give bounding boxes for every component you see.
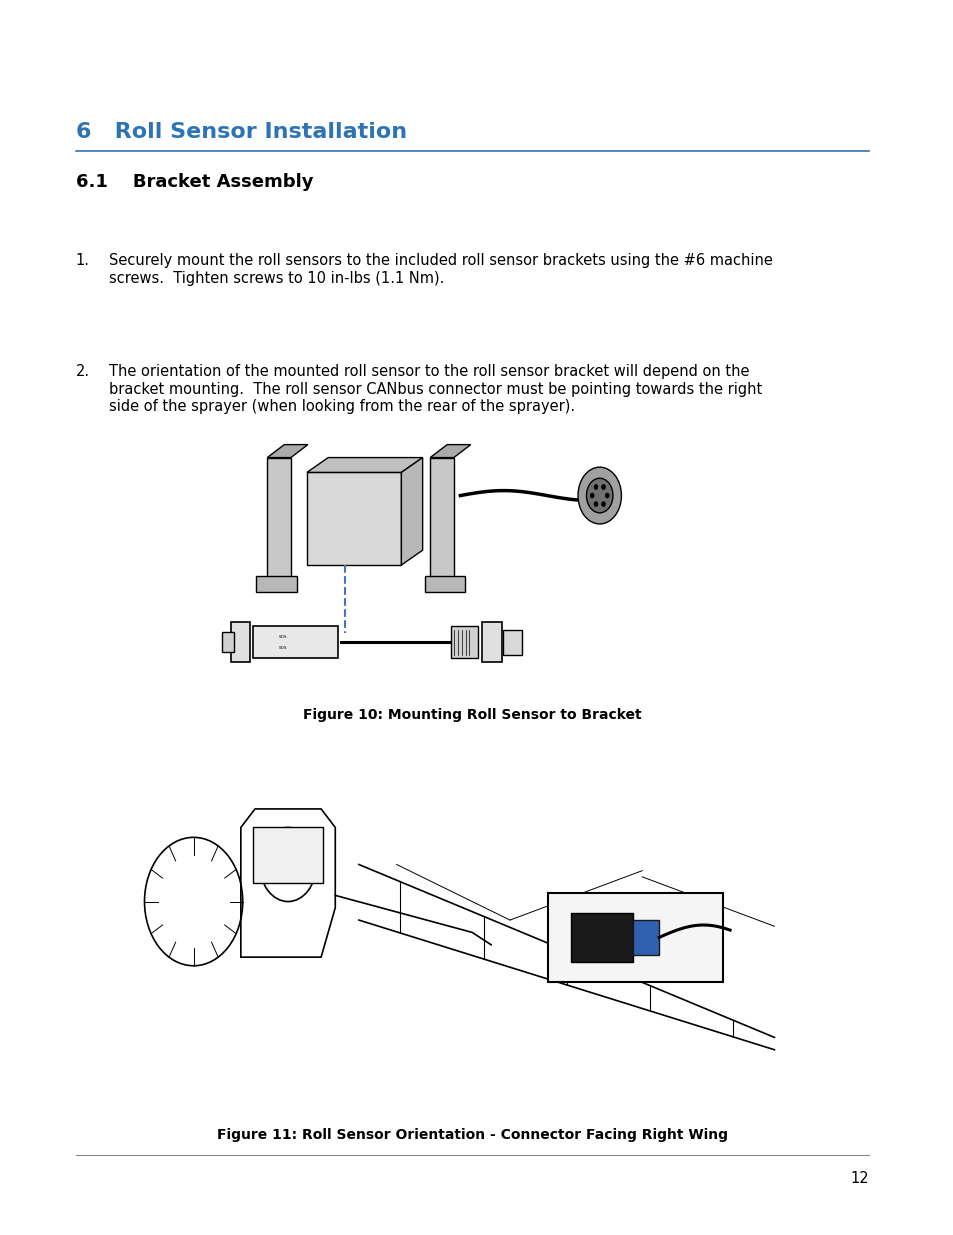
Bar bbox=[430, 457, 454, 579]
Bar bbox=[255, 576, 296, 592]
Polygon shape bbox=[307, 457, 422, 472]
Circle shape bbox=[601, 484, 605, 489]
Text: The orientation of the mounted roll sensor to the roll sensor bracket will depen: The orientation of the mounted roll sens… bbox=[109, 364, 761, 414]
Text: Figure 10: Mounting Roll Sensor to Bracket: Figure 10: Mounting Roll Sensor to Brack… bbox=[303, 709, 640, 722]
Bar bbox=[222, 632, 234, 652]
Bar bbox=[451, 626, 477, 658]
Text: 1.: 1. bbox=[75, 253, 90, 268]
Bar bbox=[547, 893, 721, 982]
Bar bbox=[571, 913, 632, 962]
Bar bbox=[424, 576, 465, 592]
Text: 12: 12 bbox=[849, 1171, 868, 1186]
Circle shape bbox=[594, 484, 598, 489]
Bar bbox=[632, 920, 659, 955]
Text: 6.1    Bracket Assembly: 6.1 Bracket Assembly bbox=[75, 173, 313, 191]
Bar bbox=[481, 622, 502, 662]
Circle shape bbox=[594, 501, 598, 506]
Bar bbox=[267, 457, 291, 579]
Bar bbox=[232, 622, 250, 662]
Text: SOS: SOS bbox=[278, 646, 287, 651]
Circle shape bbox=[586, 478, 613, 513]
Polygon shape bbox=[267, 445, 308, 457]
Text: Figure 11: Roll Sensor Orientation - Connector Facing Right Wing: Figure 11: Roll Sensor Orientation - Con… bbox=[216, 1129, 727, 1142]
Polygon shape bbox=[430, 445, 471, 457]
Text: SOS: SOS bbox=[278, 635, 287, 640]
Bar bbox=[307, 473, 401, 566]
Circle shape bbox=[590, 493, 594, 498]
Text: Securely mount the roll sensors to the included roll sensor brackets using the #: Securely mount the roll sensors to the i… bbox=[109, 253, 772, 285]
Circle shape bbox=[601, 501, 605, 506]
Circle shape bbox=[578, 467, 620, 524]
Bar bbox=[253, 626, 337, 658]
Circle shape bbox=[605, 493, 609, 498]
Text: 6   Roll Sensor Installation: 6 Roll Sensor Installation bbox=[75, 122, 406, 142]
Polygon shape bbox=[253, 827, 323, 883]
Text: 2.: 2. bbox=[75, 364, 90, 379]
Bar bbox=[503, 630, 521, 656]
Polygon shape bbox=[401, 457, 422, 566]
